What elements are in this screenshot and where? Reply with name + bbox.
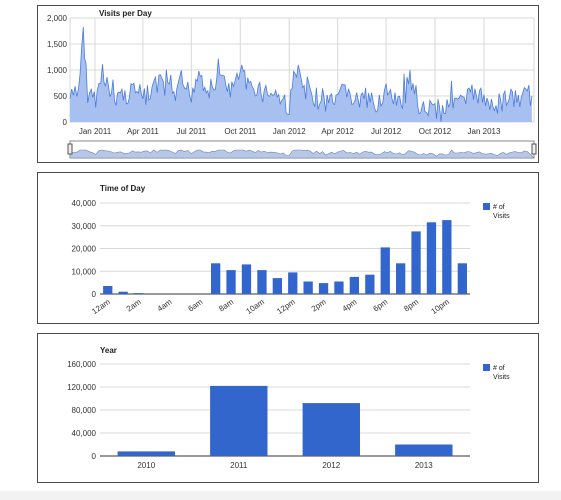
legend-label: # of: [493, 204, 505, 211]
y-tick-label: 30,000: [72, 222, 97, 231]
bar-2am[interactable]: [133, 293, 144, 294]
x-tick-label: 12pm: [275, 297, 297, 316]
y-tick-label: 0: [92, 290, 97, 299]
legend-label: # of: [493, 365, 505, 372]
bar-1pm[interactable]: [303, 281, 313, 295]
y-tick-label: 1,000: [47, 66, 68, 75]
x-tick-label: 10am: [244, 297, 266, 316]
y-tick-label: 1,500: [47, 40, 68, 49]
x-tick-label: 12am: [90, 297, 112, 316]
chart-title: Visits per Day: [99, 9, 152, 18]
bar-4pm[interactable]: [349, 276, 359, 294]
x-tick-label: 4pm: [341, 297, 359, 313]
bar-11pm[interactable]: [457, 263, 467, 294]
bar-8pm[interactable]: [411, 231, 421, 294]
bar-5pm[interactable]: [365, 274, 375, 294]
range-selector-preview: [69, 149, 535, 159]
x-tick-label: Oct 2012: [419, 127, 452, 136]
y-tick-label: 10,000: [72, 267, 97, 276]
bar-6pm[interactable]: [380, 247, 390, 294]
year-panel: Year 0 40,000 80,000 120,000 160,000 2010 2011 2…: [37, 333, 539, 483]
bar-2011[interactable]: [210, 385, 268, 456]
x-tick-label: Jan 2012: [273, 127, 306, 136]
bar-12am[interactable]: [103, 286, 113, 294]
bar-2pm[interactable]: [318, 283, 329, 294]
x-tick-label: 2pm: [310, 297, 328, 313]
visits-per-day-panel: Visits per Day 0 500 1,000 1,500 2,000 Jan 201…: [37, 5, 539, 163]
visits-per-day-chart: Visits per Day 0 500 1,000 1,500 2,000 Jan 201…: [47, 9, 537, 159]
bar-10am[interactable]: [257, 270, 267, 294]
visits-line: [69, 26, 533, 122]
y-tick-label: 120,000: [67, 383, 96, 392]
y-tick-label: 40,000: [72, 199, 97, 208]
bar-2010[interactable]: [117, 451, 175, 456]
range-handle-right[interactable]: [531, 143, 537, 155]
x-tick-label: 6am: [186, 297, 204, 313]
bar-8am[interactable]: [226, 270, 236, 294]
x-tick-label: 2010: [137, 461, 155, 470]
bottom-strip: [0, 491, 561, 500]
bar-12pm[interactable]: [288, 272, 298, 294]
x-tick-label: 2am: [125, 297, 143, 313]
bar-1am[interactable]: [118, 291, 128, 294]
x-tick-label: 8pm: [402, 297, 420, 313]
x-tick-label: 6pm: [371, 297, 389, 313]
time-of-day-panel: Time of Day 0 10,000 20,000 30,000 40,000 12am…: [37, 172, 539, 324]
x-tick-label: 10pm: [429, 297, 451, 316]
visits-area-fill: [70, 27, 532, 122]
chart-title: Time of Day: [100, 184, 146, 193]
legend-swatch: [483, 364, 490, 371]
range-handle-left[interactable]: [67, 143, 73, 155]
time-of-day-chart: Time of Day 0 10,000 20,000 30,000 40,000 12am…: [72, 184, 511, 316]
y-tick-label: 500: [54, 92, 68, 101]
x-tick-label: Oct 2011: [224, 127, 256, 136]
x-tick-label: Jul 2012: [371, 127, 402, 136]
bar-10pm[interactable]: [442, 220, 452, 294]
x-tick-label: Jan 2013: [468, 127, 501, 136]
bar-3pm[interactable]: [334, 281, 344, 295]
legend-label: Visits: [493, 374, 510, 381]
x-tick-label: 2013: [415, 461, 433, 470]
y-tick-label: 160,000: [67, 360, 96, 369]
year-chart: Year 0 40,000 80,000 120,000 160,000 2010 2011 2…: [67, 346, 510, 470]
bar-7am[interactable]: [211, 263, 221, 294]
x-tick-label: Jul 2011: [176, 127, 206, 136]
bar-9am[interactable]: [241, 264, 252, 294]
y-tick-label: 2,000: [47, 14, 68, 23]
y-tick-label: 0: [92, 452, 97, 461]
bar-2013[interactable]: [395, 444, 453, 457]
legend-swatch: [483, 203, 490, 210]
chart-title: Year: [100, 346, 117, 355]
bar-9pm[interactable]: [426, 222, 437, 294]
bar-11am[interactable]: [272, 278, 282, 294]
y-tick-label: 20,000: [72, 245, 97, 254]
y-tick-label: 40,000: [72, 429, 97, 438]
legend-label: Visits: [493, 213, 510, 220]
y-tick-label: 80,000: [72, 406, 97, 415]
x-tick-label: 2011: [230, 461, 248, 470]
bar-7pm[interactable]: [396, 263, 406, 294]
x-tick-label: 2012: [322, 461, 340, 470]
x-tick-label: 8am: [217, 297, 235, 313]
x-tick-label: 4am: [156, 297, 174, 313]
x-tick-label: Apr 2011: [127, 127, 159, 136]
x-tick-label: Jan 2011: [79, 127, 112, 136]
bar-2012[interactable]: [302, 403, 360, 456]
y-tick-label: 0: [63, 118, 68, 127]
x-tick-label: Apr 2012: [321, 127, 354, 136]
